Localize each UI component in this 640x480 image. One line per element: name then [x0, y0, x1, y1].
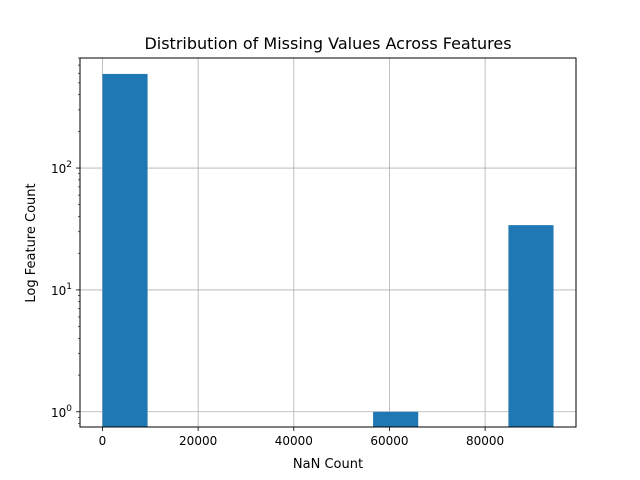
x-tick-label: 0	[99, 434, 107, 448]
bars	[102, 73, 554, 428]
histogram-bar	[508, 225, 554, 427]
y-tick-label: 102	[51, 160, 72, 176]
histogram-bar	[102, 73, 148, 428]
plot-area-frame	[79, 57, 577, 428]
axis-ticks: 0 20000 40000 60000 80000 100 101 102	[51, 57, 504, 448]
x-tick-label: 20000	[179, 434, 217, 448]
chart-title: Distribution of Missing Values Across Fe…	[144, 34, 511, 53]
x-tick-label: 80000	[466, 434, 504, 448]
x-axis-label: NaN Count	[293, 457, 363, 472]
x-tick-label: 60000	[370, 434, 408, 448]
y-axis-label: Log Feature Count	[24, 183, 39, 302]
x-tick-label: 40000	[275, 434, 313, 448]
y-tick-label: 100	[51, 404, 72, 420]
histogram-bar	[373, 411, 419, 427]
y-tick-label: 101	[51, 282, 72, 298]
